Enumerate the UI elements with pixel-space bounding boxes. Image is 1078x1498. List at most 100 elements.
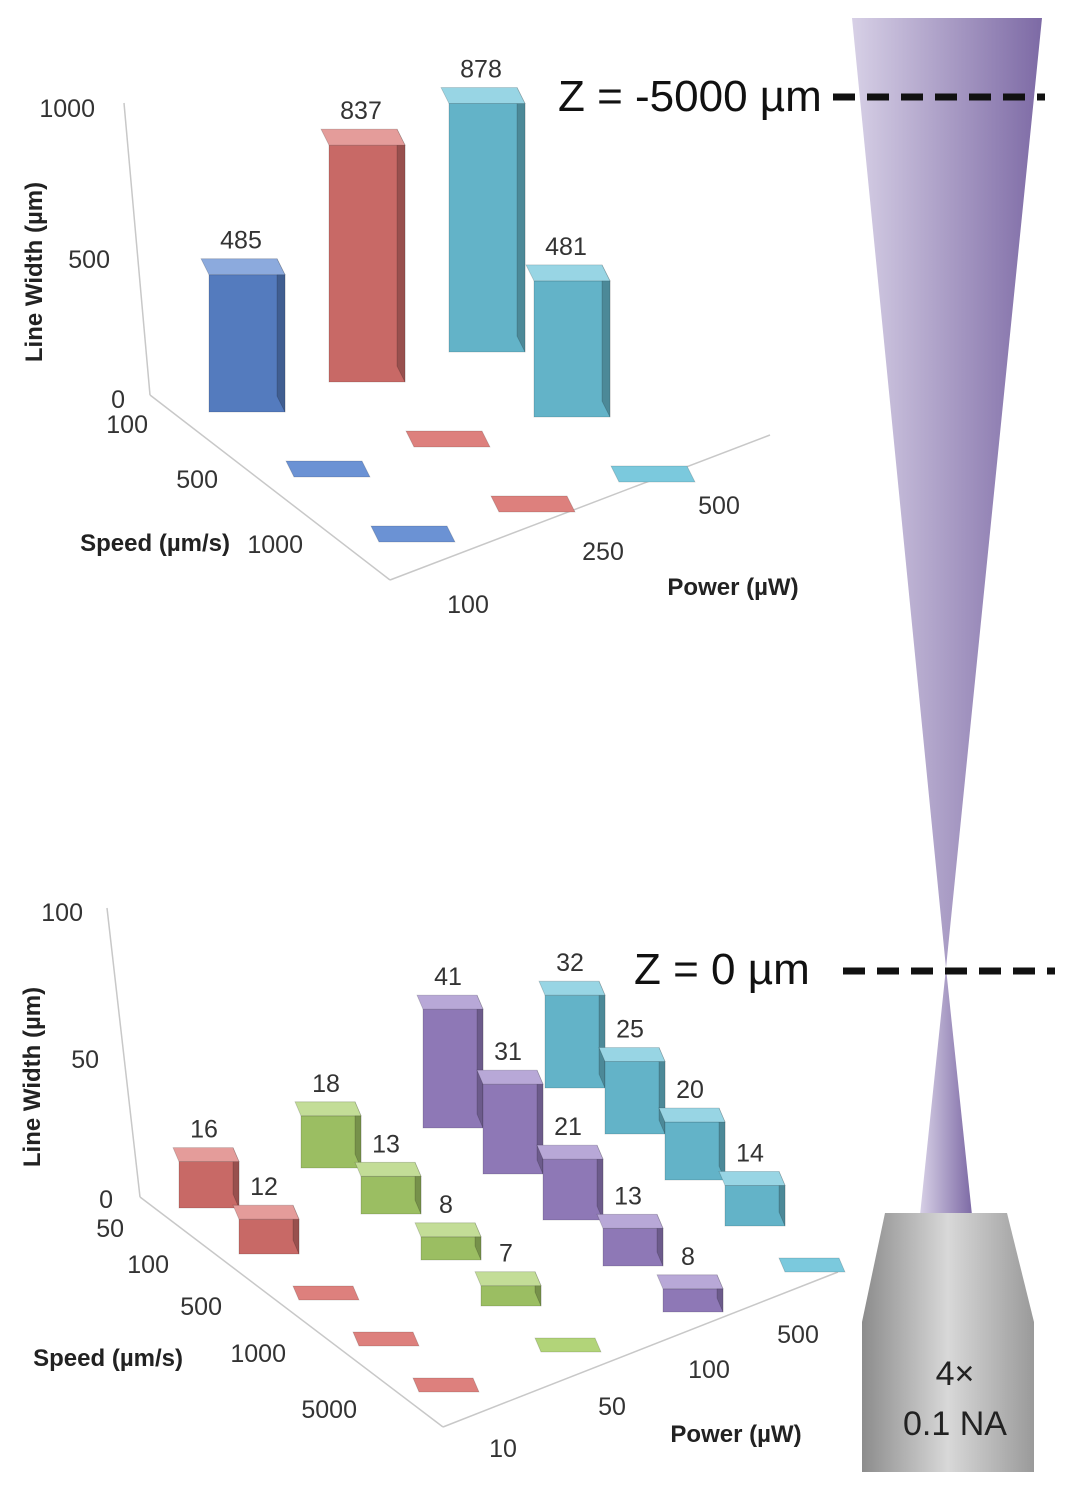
chart1-tile-p250-s500 (405, 430, 491, 448)
data-label-p50-s50: 18 (312, 1070, 340, 1098)
data-label-p100-s1000: 13 (614, 1182, 642, 1210)
data-label-p100-s100: 31 (494, 1038, 522, 1066)
bar-front-face-p500-s100 (448, 103, 526, 353)
chart-bottom-power-tick-50: 50 (598, 1393, 626, 1421)
bar-top-face-p100-s100 (476, 1069, 544, 1085)
data-label-p10-s100: 12 (250, 1173, 278, 1201)
bar-front-face-p50-s50 (300, 1115, 362, 1169)
chart1-bar-p500-s500: 481 (525, 233, 611, 418)
chart1-tile-p500-s1000 (610, 465, 696, 483)
bar-front-face-p50-s500 (420, 1236, 482, 1261)
bar-front-face-p100-s100 (482, 1083, 544, 1175)
floor-tile-p500-s1000 (610, 465, 696, 483)
bar-side-face-p500-s100 (516, 87, 526, 353)
floor-tile-p50-s5000 (534, 1337, 602, 1353)
chart2-bar-p50-s50: 18 (294, 1070, 362, 1169)
bar-top-face-p500-s1000 (718, 1171, 786, 1186)
chart-bottom-vertical-axis (106, 907, 141, 1198)
chart2-bar-p50-s500: 8 (414, 1191, 482, 1261)
bar-side-face-p250-s100 (396, 128, 406, 383)
data-label-p500-s100: 878 (460, 56, 502, 84)
chart2-bar-p50-s1000: 7 (474, 1240, 542, 1307)
bar-top-face-p500-s500 (525, 264, 611, 282)
floor-tile-p10-s500 (292, 1285, 360, 1301)
chart-top-power-tick-100: 100 (447, 591, 489, 619)
bar-top-face-p10-s50 (172, 1147, 240, 1162)
chart-top-ytick-500: 500 (68, 246, 110, 274)
bar-top-face-p250-s100 (320, 128, 406, 146)
bar-top-face-p100-s50 (416, 994, 484, 1010)
beam-lower-cone (920, 968, 972, 1215)
chart2-bar-p10-s100: 12 (232, 1173, 300, 1255)
bar-top-face-p500-s100 (440, 87, 526, 104)
chart-top-speed-axis-title: Speed (µm/s) (80, 530, 230, 557)
z-markers: Z = -5000 µm Z = 0 µm (558, 72, 1055, 994)
bar-side-face-p100-s100 (276, 258, 286, 413)
chart1-bar-p250-s100: 837 (320, 97, 406, 383)
chart1-tile-p250-s1000 (490, 495, 576, 513)
data-label-p10-s50: 16 (190, 1116, 218, 1144)
chart-bottom-ytick-100: 100 (41, 899, 83, 927)
chart2-bar-p100-s50: 41 (416, 963, 484, 1129)
bar-front-face-p100-s500 (542, 1158, 604, 1221)
data-label-p50-s1000: 7 (499, 1240, 513, 1268)
chart-top-power-axis-title: Power (µW) (667, 574, 798, 601)
bar-front-face-p500-s500 (664, 1121, 726, 1181)
floor-tile-p250-s1000 (490, 495, 576, 513)
chart2-bar-p500-s1000: 14 (718, 1139, 786, 1227)
bar-front-face-p10-s50 (178, 1161, 240, 1209)
floor-tile-p100-s1000 (370, 525, 456, 543)
beam-illustration: 4× 0.1 NA (852, 18, 1042, 1472)
floor-tile-p100-s500 (285, 460, 371, 478)
objective-top (862, 1213, 1034, 1322)
chart-bottom-speed-tick-500: 500 (180, 1293, 222, 1321)
z-bottom-label: Z = 0 µm (634, 945, 810, 994)
objective-magnification: 4× (936, 1355, 975, 1393)
chart-bottom-axes (106, 907, 839, 1428)
chart2-bar-p100-s100: 31 (476, 1038, 544, 1175)
chart-bottom-y-axis-title: Line Width (µm) (19, 987, 46, 1167)
chart2-tile-p50-s5000 (534, 1337, 602, 1353)
chart-bottom-marks: 32 41 18 16 25 31 13 12 20 21 8 14 13 7 8 (172, 949, 846, 1393)
floor-tile-p250-s500 (405, 430, 491, 448)
bar-top-face-p500-s500 (658, 1107, 726, 1123)
data-label-p500-s1000: 14 (736, 1139, 764, 1167)
data-label-p100-s100: 485 (220, 227, 262, 255)
chart-bottom-ytick-50: 50 (71, 1046, 99, 1074)
chart-bottom-speed-tick-5000: 5000 (301, 1396, 357, 1424)
chart-top-ytick-0: 0 (111, 386, 125, 414)
bar-top-face-p50-s50 (294, 1101, 362, 1117)
bar-top-face-p50-s1000 (474, 1271, 542, 1287)
chart-top-speed-tick-100: 100 (106, 411, 148, 439)
data-label-p250-s100: 837 (340, 97, 382, 125)
chart2-bar-p500-s100: 25 (598, 1016, 666, 1135)
bar-front-face-p100-s1000 (602, 1227, 664, 1267)
bar-top-face-p50-s500 (414, 1222, 482, 1238)
objective-numerical-aperture: 0.1 NA (903, 1405, 1007, 1443)
bar-side-face-p100-s50 (476, 994, 484, 1129)
bar-top-face-p100-s500 (536, 1144, 604, 1160)
bar-top-face-p500-s50 (538, 980, 606, 996)
chart-top-marks: 878 837 485 481 (200, 56, 696, 543)
chart-bottom-speed-tick-50: 50 (96, 1215, 124, 1243)
chart-top-power-tick-250: 250 (582, 538, 624, 566)
data-label-p500-s500: 20 (676, 1076, 704, 1104)
bar-front-face-p500-s1000 (724, 1185, 786, 1227)
data-label-p500-s50: 32 (556, 949, 584, 977)
chart-bottom-speed-tick-100: 100 (127, 1251, 169, 1279)
chart2-tile-p500-s5000 (778, 1257, 846, 1273)
bar-side-face-p100-s100 (536, 1069, 544, 1175)
chart2-bar-p500-s500: 20 (658, 1076, 726, 1181)
chart2-bar-p100-s1000: 13 (596, 1182, 664, 1267)
chart2-bar-p50-s100: 13 (354, 1130, 422, 1215)
data-label-p500-s100: 25 (616, 1016, 644, 1044)
chart1-bar-p100-s100: 485 (200, 227, 286, 413)
chart-bottom-ytick-0: 0 (99, 1186, 113, 1214)
chart-bottom: 0 50 100 50 100 500 1000 5000 10 50 100 … (19, 899, 846, 1463)
floor-tile-p500-s5000 (778, 1257, 846, 1273)
data-label-p50-s100: 13 (372, 1130, 400, 1158)
bar-top-face-p100-s1000 (596, 1213, 664, 1229)
bar-front-face-p100-s50 (422, 1008, 484, 1129)
bar-front-face-p50-s100 (360, 1175, 422, 1215)
